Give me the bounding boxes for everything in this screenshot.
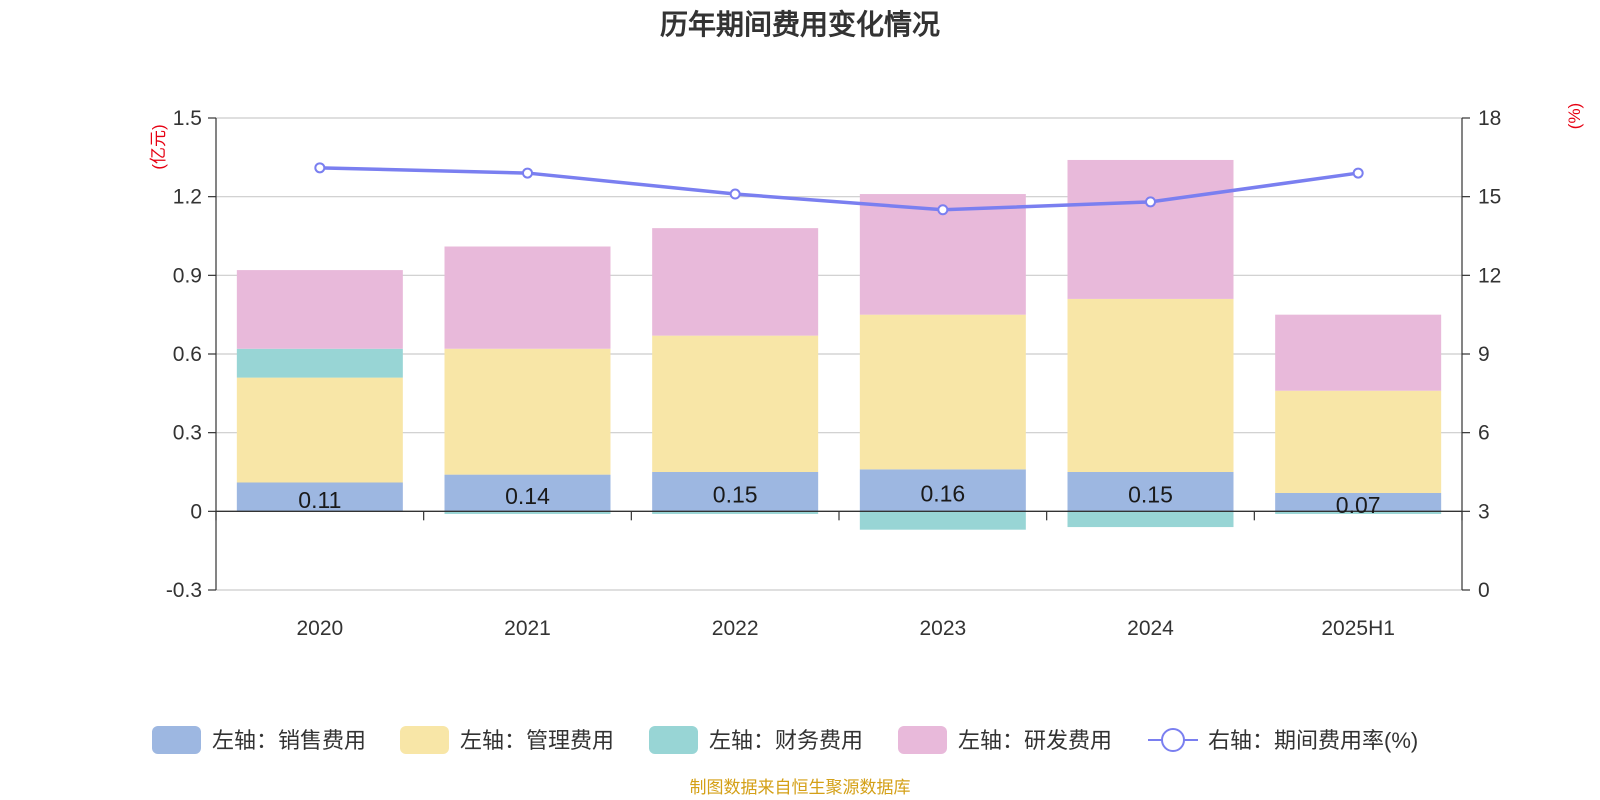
left-axis-tick-label: 0.3: [173, 422, 202, 445]
left-axis-unit: (亿元): [149, 124, 168, 169]
legend-label: 左轴：财务费用: [709, 728, 863, 753]
legend-label: 左轴：销售费用: [212, 728, 366, 753]
bar-segment: [652, 228, 819, 336]
bar-segment: [1275, 511, 1442, 514]
data-label: 0.07: [1336, 492, 1381, 518]
bar-segment: [444, 474, 611, 512]
legend-swatch: [898, 726, 947, 754]
bar-segment: [444, 246, 611, 349]
bar-layer: [236, 159, 1442, 530]
x-axis-tick-label: 2024: [1127, 617, 1174, 640]
bar-segment: [1067, 298, 1234, 472]
bar-segment: [859, 314, 1026, 470]
left-axis-tick-label: 0.9: [173, 264, 202, 287]
data-label: 0.15: [713, 482, 758, 508]
legend-swatch: [152, 726, 201, 754]
right-axis-tick-label: 3: [1478, 500, 1490, 523]
rate-point: [937, 204, 949, 216]
bar-segment: [236, 348, 403, 378]
bar-segment: [236, 377, 403, 483]
bar-segment: [1275, 492, 1442, 512]
bar-segment: [652, 511, 819, 514]
left-axis-tick-label: -0.3: [166, 579, 202, 602]
data-label: 0.16: [920, 480, 965, 506]
legend-line-marker: [1161, 728, 1185, 752]
bar-segment: [652, 472, 819, 512]
x-axis-tick-label: 2022: [712, 617, 759, 640]
grid-lines: [216, 117, 1462, 591]
axes: 1.5 1.2 0.9 0.6 0.3 0 -0.3 18 15 12 9 6 3 0 2020 2021 20…: [166, 107, 1502, 640]
left-axis-tick-label: 0.6: [173, 343, 202, 366]
data-label: 0.14: [505, 483, 550, 509]
rate-line: [319, 166, 1359, 212]
right-axis-tick-label: 18: [1478, 107, 1501, 130]
bar-segment: [1067, 159, 1234, 299]
rate-point: [314, 162, 326, 174]
right-axis-unit: (%): [1565, 103, 1584, 129]
rate-point: [1145, 196, 1156, 208]
x-axis-tick-label: 2020: [296, 617, 343, 640]
bar-segment: [1275, 314, 1442, 391]
left-axis-tick-label: 1.2: [173, 186, 202, 209]
legend: 左轴：销售费用 左轴：管理费用 左轴：财务费用 左轴：研发费用 右轴：期间费用率(%): [152, 726, 1418, 754]
right-axis-tick-label: 6: [1478, 422, 1490, 445]
legend-label: 左轴：研发费用: [958, 728, 1112, 753]
data-label: 0.15: [1128, 482, 1173, 508]
bar-segment: [859, 469, 1026, 512]
data-label: 0.11: [298, 487, 341, 513]
rate-point: [522, 167, 533, 179]
data-labels: 0.11 0.14 0.15 0.16 0.15 0.07: [298, 480, 1380, 518]
rate-point: [729, 188, 741, 200]
legend-label: 左轴：管理费用: [460, 728, 614, 753]
left-axis-tick-label: 0: [190, 500, 202, 523]
x-axis-tick-label: 2021: [504, 617, 551, 640]
bar-segment: [1067, 511, 1234, 528]
bar-segment: [1067, 472, 1234, 512]
chart-title: 历年期间费用变化情况: [660, 8, 940, 40]
bar-segment: [236, 270, 403, 349]
x-axis-tick-label: 2025H1: [1321, 617, 1395, 640]
data-source-note: 制图数据来自恒生聚源数据库: [690, 778, 911, 797]
x-axis-tick-label: 2023: [919, 617, 966, 640]
right-axis-tick-label: 9: [1478, 343, 1490, 366]
left-axis-tick-label: 1.5: [173, 107, 202, 130]
bar-segment: [236, 482, 403, 512]
legend-swatch: [649, 726, 698, 754]
legend-swatch: [400, 726, 449, 754]
rate-point: [1352, 167, 1364, 179]
right-axis-tick-label: 12: [1478, 264, 1501, 287]
bar-segment: [1275, 390, 1442, 493]
legend-label: 右轴：期间费用率(%): [1208, 728, 1418, 753]
bar-segment: [652, 335, 819, 472]
bar-segment: [859, 511, 1026, 530]
rate-line-layer: [314, 162, 1364, 216]
bar-segment: [444, 348, 611, 475]
bar-segment: [444, 511, 611, 514]
right-axis-tick-label: 0: [1478, 579, 1490, 602]
right-axis-tick-label: 15: [1478, 186, 1501, 209]
